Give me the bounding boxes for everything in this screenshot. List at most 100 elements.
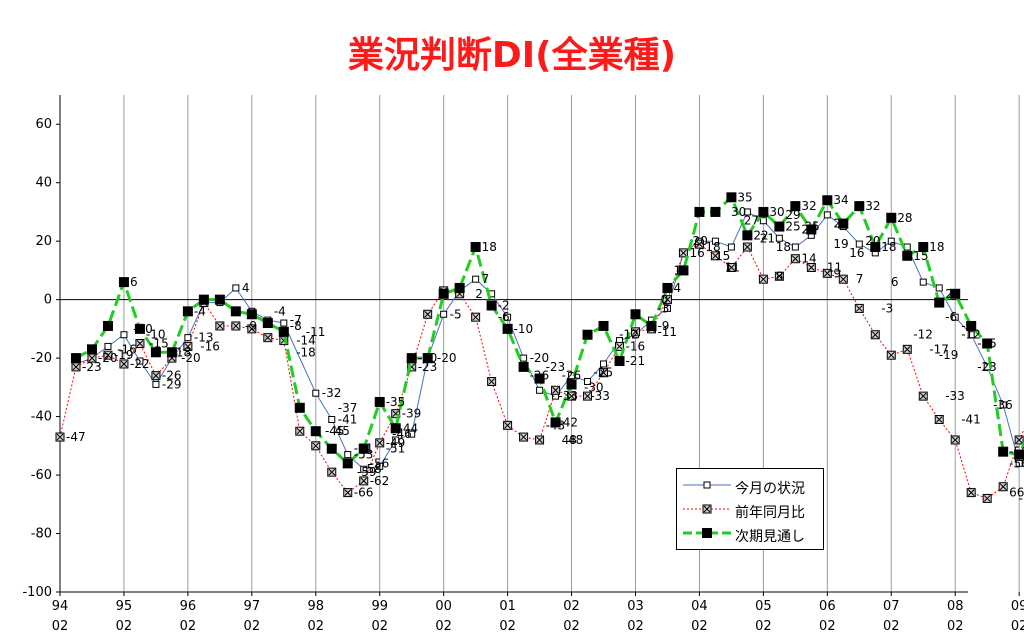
point-current (152, 380, 160, 388)
point-yoy (615, 341, 625, 351)
point-yoy (599, 368, 609, 378)
y-tick-label: -80 (31, 527, 52, 542)
data-label: -47 (66, 430, 86, 444)
point-outlook (582, 329, 593, 340)
y-tick-label: 20 (35, 234, 52, 249)
y-tick-labels: 60 40 20 0 -20 -40 -60 -80 -100 (22, 117, 60, 600)
point-outlook (486, 300, 497, 311)
point-current (967, 331, 975, 339)
series-line-1 (59, 243, 1024, 499)
point-yoy-x (1015, 436, 1023, 444)
data-label: 18 (776, 240, 791, 254)
point-yoy (1014, 435, 1024, 445)
point-outlook (262, 318, 273, 329)
x-tick-label-year: 04 (691, 599, 708, 614)
data-label: -5 (450, 307, 462, 321)
point-yoy-x (855, 305, 863, 312)
data-label: 32 (865, 199, 880, 213)
point-current (663, 304, 671, 312)
data-label: -56 (1009, 456, 1024, 470)
point-outlook (934, 297, 945, 308)
data-label: -37 (338, 401, 358, 415)
data-label: 10 (673, 263, 688, 277)
point-yoy-x (104, 351, 112, 359)
point-outlook (710, 206, 721, 217)
x-tick-label-year: 98 (308, 599, 325, 614)
data-label: 27 (744, 214, 759, 228)
data-label: 16 (849, 246, 864, 260)
point-current (759, 217, 767, 225)
data-label: 45 (335, 424, 350, 438)
point-outlook (790, 201, 801, 212)
point-yoy-x (600, 369, 607, 377)
data-label: -39 (402, 407, 422, 421)
data-label: -51 (354, 442, 374, 456)
point-current (392, 436, 400, 444)
point-outlook (902, 250, 913, 261)
point-current (935, 284, 943, 292)
x-tick-label-month: 02 (499, 619, 516, 634)
point-current (376, 462, 384, 470)
point-yoy (854, 303, 864, 313)
point-outlook (854, 201, 865, 212)
point-yoy-x (552, 386, 559, 394)
point-yoy-x (696, 240, 703, 248)
point-outlook (1014, 449, 1024, 460)
point-current (280, 319, 288, 327)
point-outlook (614, 356, 625, 367)
point-yoy (806, 262, 816, 272)
point-yoy (119, 359, 129, 369)
point-current (312, 389, 320, 397)
data-label: -66 (354, 486, 374, 500)
data-label: 11 (827, 260, 842, 274)
data-label: -20 (98, 351, 118, 365)
data-label: -59 (357, 465, 377, 479)
point-current (344, 451, 352, 459)
x-tick-label-month: 02 (819, 619, 836, 634)
data-label: -26 (530, 369, 550, 383)
point-current (360, 465, 368, 473)
data-label: -26 (562, 369, 582, 383)
data-label: -23 (82, 360, 102, 374)
data-label: -12 (961, 328, 981, 342)
point-current (536, 386, 544, 394)
point-yoy-x (967, 489, 975, 496)
point-current (711, 237, 719, 245)
point-current (472, 275, 480, 283)
data-label: 0 (661, 293, 669, 307)
y-tick-label: -100 (22, 585, 52, 600)
data-label: -12 (913, 328, 933, 342)
data-label: -6 (945, 310, 957, 324)
series-layer (55, 192, 1024, 503)
legend-entry-yoy: 前年同月比 (677, 499, 825, 523)
data-label: -56 (370, 456, 390, 470)
point-yoy-x (248, 325, 256, 333)
x-tick-label-year: 95 (116, 599, 133, 614)
point-outlook (982, 338, 993, 349)
point-outlook (838, 218, 849, 229)
data-label: -15 (977, 337, 997, 351)
data-label: 35 (737, 190, 752, 204)
data-label: -41 (961, 413, 981, 427)
data-label: 18 (881, 240, 896, 254)
data-label: -11 (657, 325, 677, 339)
data-label: -16 (626, 339, 646, 353)
data-label: -10 (514, 322, 534, 336)
data-label: -19 (114, 348, 134, 362)
data-label: 4 (242, 281, 250, 295)
point-current (440, 310, 448, 318)
data-label: -2 (498, 298, 510, 312)
point-yoy-x (72, 363, 80, 371)
point-current (328, 416, 336, 424)
point-outlook (214, 294, 225, 305)
data-labels: -47-23-20-19-16-226-10-10-15-26-29-18-20… (66, 190, 1024, 505)
point-outlook (630, 309, 641, 320)
point-yoy-x (744, 243, 751, 251)
point-current (136, 357, 144, 365)
data-label: 18 (929, 240, 944, 254)
data-label: -22 (130, 357, 150, 371)
data-label: 7 (482, 272, 490, 286)
x-tick-label-year: 06 (819, 599, 836, 614)
point-outlook (470, 242, 481, 253)
